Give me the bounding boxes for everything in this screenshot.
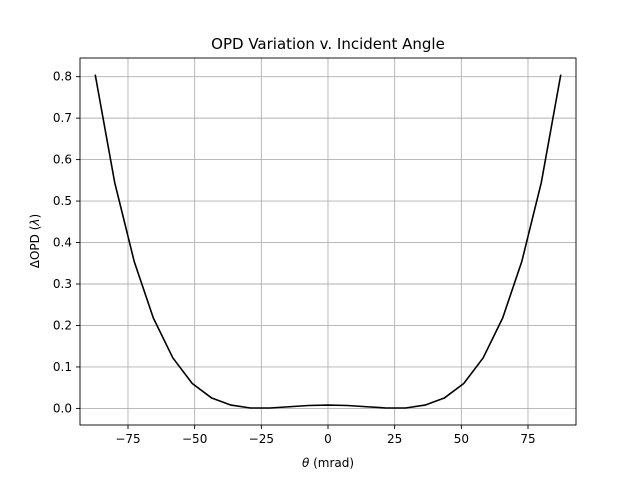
y-tick-label: 0.6	[53, 153, 72, 167]
y-tick-label: 0.1	[53, 360, 72, 374]
y-tick-label: 0.2	[53, 318, 72, 332]
x-tick-label: 0	[324, 432, 332, 446]
y-axis-label-symbol: λ	[28, 218, 42, 226]
chart-title: OPD Variation v. Incident Angle	[211, 35, 445, 53]
x-axis-label: θ (mrad)	[302, 456, 354, 470]
y-tick-label: 0.0	[53, 401, 72, 415]
x-axis-label-unit: (mrad)	[309, 456, 354, 470]
y-tick-label: 0.8	[53, 70, 72, 84]
x-tick-label: −50	[182, 432, 207, 446]
y-axis-label: ΔOPD (λ)	[28, 214, 42, 268]
x-tick-label: 25	[387, 432, 402, 446]
x-tick-label: −25	[249, 432, 274, 446]
y-tick-label: 0.7	[53, 111, 72, 125]
y-axis-label-suffix: )	[28, 214, 42, 219]
y-tick-label: 0.4	[53, 236, 72, 250]
y-axis-label-prefix: ΔOPD (	[28, 226, 42, 269]
x-tick-label: 75	[520, 432, 535, 446]
x-axis-label-symbol: θ	[302, 456, 310, 470]
x-tick-label: 50	[454, 432, 469, 446]
series-line-opd	[94, 74, 562, 409]
y-tick-label: 0.5	[53, 194, 72, 208]
tick-layer: −75 −50 −25 0 25 50 75 0.0 0.1 0.2 0.3 0.4 0.5 0.6 0.7…	[53, 70, 536, 446]
x-tick-label: −75	[115, 432, 140, 446]
y-tick-label: 0.3	[53, 277, 72, 291]
grid-layer	[80, 58, 576, 425]
